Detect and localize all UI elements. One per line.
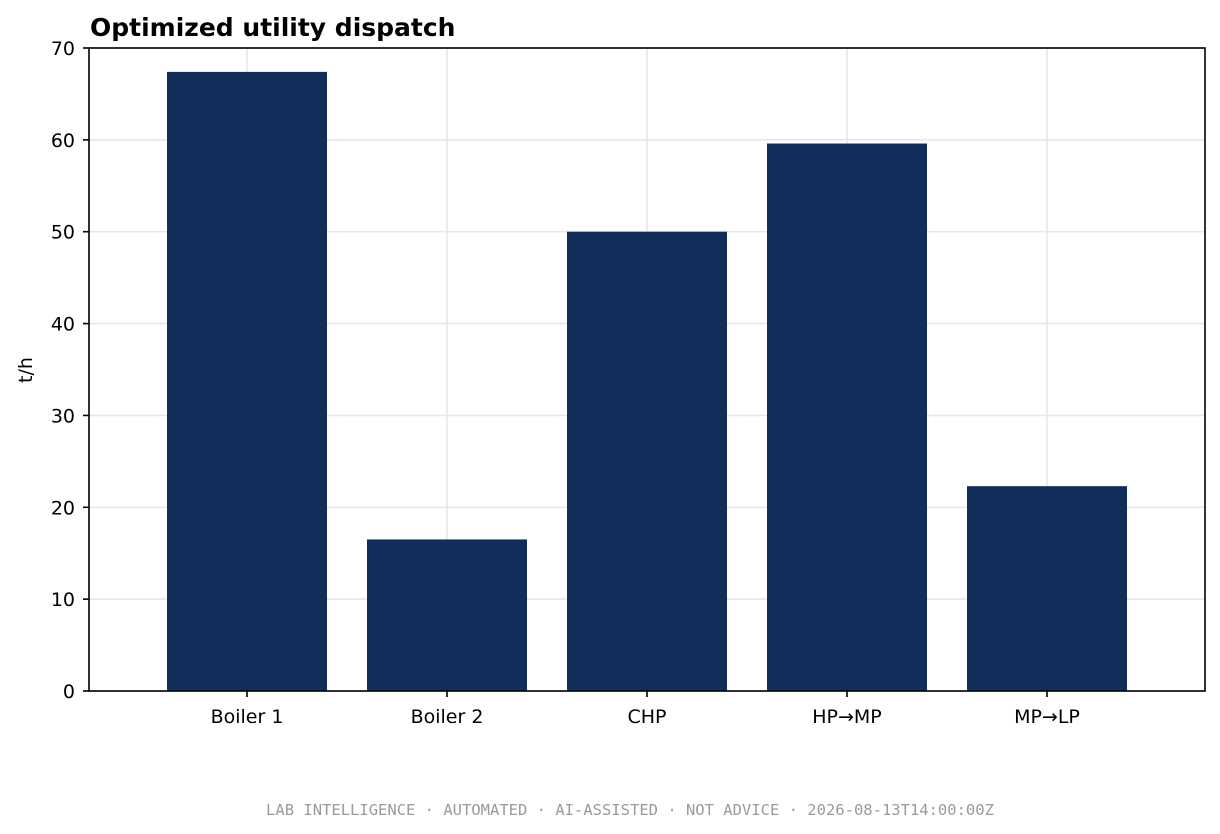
x-tick-label: HP→MP	[812, 706, 882, 728]
x-tick-label: Boiler 2	[411, 706, 484, 728]
bar-hp-mp	[767, 143, 927, 691]
y-tick-label: 70	[51, 38, 75, 60]
bars-layer	[167, 71, 1127, 691]
y-axis-label: t/h	[15, 357, 37, 383]
y-tick-label: 40	[51, 314, 75, 336]
y-axis: 0 10 20 30 40 50 60 70	[51, 38, 89, 703]
bar-boiler-2	[367, 539, 527, 691]
x-tick-label: MP→LP	[1014, 706, 1080, 728]
bar-chp	[567, 231, 727, 691]
y-tick-label: 0	[63, 681, 75, 703]
x-tick-label: CHP	[627, 706, 666, 728]
y-tick-label: 50	[51, 222, 75, 244]
x-axis: Boiler 1 Boiler 2 CHP HP→MP MP→LP	[211, 691, 1080, 728]
y-tick-label: 60	[51, 130, 75, 152]
bar-mp-lp	[967, 486, 1127, 691]
y-tick-label: 20	[51, 497, 75, 519]
y-tick-label: 10	[51, 589, 75, 611]
footer-disclaimer: LAB INTELLIGENCE · AUTOMATED · AI-ASSIST…	[266, 801, 994, 819]
y-tick-label: 30	[51, 405, 75, 427]
chart-title: Optimized utility dispatch	[90, 13, 455, 42]
x-tick-label: Boiler 1	[211, 706, 284, 728]
bar-boiler-1	[167, 71, 327, 691]
